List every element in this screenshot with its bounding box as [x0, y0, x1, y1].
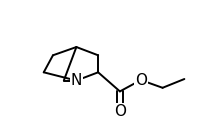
Text: O: O	[135, 72, 147, 88]
Text: O: O	[114, 104, 126, 119]
Text: N: N	[71, 73, 82, 88]
